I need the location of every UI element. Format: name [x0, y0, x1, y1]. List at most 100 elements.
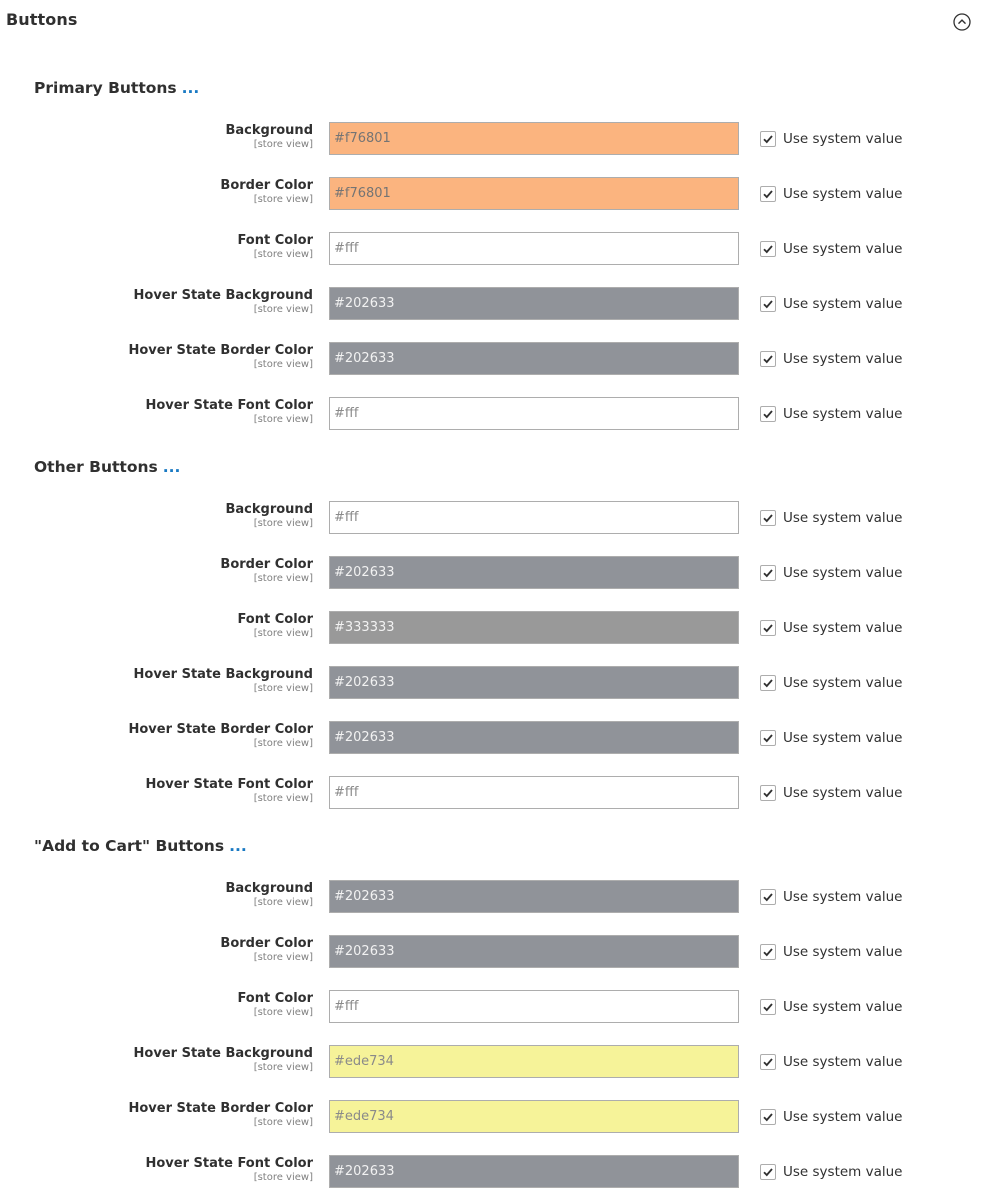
field-label-wrap: Border Color [store view]	[220, 935, 313, 964]
field-row: Hover State Background[store view] Use sy…	[0, 1045, 988, 1079]
use-system-value-label: Use system value	[783, 565, 903, 581]
field-label: Hover State Border Color	[128, 1101, 313, 1116]
collapse-section-button[interactable]	[953, 13, 971, 31]
section-title: Buttons	[6, 10, 78, 29]
color-input[interactable]	[329, 721, 739, 754]
color-input[interactable]	[329, 232, 739, 265]
use-system-value-label: Use system value	[783, 889, 903, 905]
group-expand-link[interactable]: ...	[181, 79, 200, 97]
field-row: Border Color[store view] Use system value	[0, 177, 988, 211]
group-title: "Add to Cart" Buttons...	[34, 837, 247, 855]
color-input[interactable]	[329, 611, 739, 644]
checkmark-icon	[763, 734, 773, 743]
field-label-wrap: Border Color [store view]	[220, 556, 313, 585]
field-label: Hover State Font Color	[145, 398, 314, 413]
color-input[interactable]	[329, 935, 739, 968]
field-label: Font Color	[237, 612, 313, 627]
use-system-value-checkbox[interactable]	[760, 186, 776, 202]
field-scope: [store view]	[253, 683, 313, 694]
use-system-value-label: Use system value	[783, 999, 903, 1015]
color-input[interactable]	[329, 397, 739, 430]
color-input[interactable]	[329, 666, 739, 699]
use-system-value-checkbox[interactable]	[760, 620, 776, 636]
use-system-value-checkbox[interactable]	[760, 1054, 776, 1070]
use-system-value-checkbox[interactable]	[760, 1164, 776, 1180]
group-title-text: Other Buttons	[34, 458, 158, 476]
field-label-wrap: Hover State Font Color [store view]	[146, 397, 314, 426]
field-label-wrap: Font Color [store view]	[237, 611, 313, 640]
field-row: Hover State Border Color[store view] Use …	[0, 1100, 988, 1134]
field-row: Border Color[store view] Use system value	[0, 556, 988, 590]
field-label-wrap: Background [store view]	[226, 880, 314, 909]
use-system-value-label: Use system value	[783, 1054, 903, 1070]
field-label-wrap: Hover State Background [store view]	[134, 287, 313, 316]
group-expand-link[interactable]: ...	[162, 458, 181, 476]
checkmark-icon	[763, 300, 773, 309]
field-label-wrap: Font Color [store view]	[237, 232, 313, 261]
checkmark-icon	[763, 355, 773, 364]
group-title: Primary Buttons...	[34, 79, 199, 97]
use-system-value-checkbox[interactable]	[760, 675, 776, 691]
field-label-wrap: Hover State Background [store view]	[134, 666, 313, 695]
field-label-wrap: Hover State Background [store view]	[134, 1045, 313, 1074]
field-row: Hover State Background[store view] Use sy…	[0, 287, 988, 321]
use-system-value-checkbox[interactable]	[760, 1109, 776, 1125]
field-label: Hover State Background	[133, 1046, 313, 1061]
use-system-value-checkbox[interactable]	[760, 889, 776, 905]
field-scope: [store view]	[253, 1062, 313, 1073]
color-input[interactable]	[329, 1045, 739, 1078]
field-label-wrap: Hover State Font Color [store view]	[146, 1155, 314, 1184]
checkmark-icon	[763, 624, 773, 633]
checkmark-icon	[763, 1003, 773, 1012]
checkmark-icon	[763, 893, 773, 902]
checkmark-icon	[763, 1058, 773, 1067]
use-system-value-checkbox[interactable]	[760, 510, 776, 526]
color-input[interactable]	[329, 1100, 739, 1133]
color-input[interactable]	[329, 287, 739, 320]
use-system-value-checkbox[interactable]	[760, 999, 776, 1015]
field-scope: [store view]	[253, 249, 313, 260]
group-expand-link[interactable]: ...	[229, 837, 247, 855]
field-row: Hover State Background[store view] Use sy…	[0, 666, 988, 700]
checkmark-icon	[763, 514, 773, 523]
use-system-value-checkbox[interactable]	[760, 944, 776, 960]
checkmark-icon	[763, 1113, 773, 1122]
color-input[interactable]	[329, 990, 739, 1023]
field-label-wrap: Hover State Font Color [store view]	[146, 776, 314, 805]
field-label-wrap: Background [store view]	[226, 122, 314, 151]
use-system-value-checkbox[interactable]	[760, 296, 776, 312]
use-system-value-checkbox[interactable]	[760, 730, 776, 746]
color-input[interactable]	[329, 776, 739, 809]
field-label: Hover State Background	[133, 288, 313, 303]
color-input[interactable]	[329, 501, 739, 534]
group-title-text: Primary Buttons	[34, 79, 177, 97]
field-label: Border Color	[220, 178, 313, 193]
checkmark-icon	[763, 569, 773, 578]
color-input[interactable]	[329, 1155, 739, 1188]
field-row: Font Color[store view] Use system value	[0, 990, 988, 1024]
use-system-value-checkbox[interactable]	[760, 241, 776, 257]
color-input[interactable]	[329, 342, 739, 375]
color-input[interactable]	[329, 556, 739, 589]
color-input[interactable]	[329, 122, 739, 155]
use-system-value-checkbox[interactable]	[760, 406, 776, 422]
color-input[interactable]	[329, 880, 739, 913]
use-system-value-checkbox[interactable]	[760, 351, 776, 367]
use-system-value-checkbox[interactable]	[760, 565, 776, 581]
field-row: Background[store view] Use system value	[0, 501, 988, 535]
color-input[interactable]	[329, 177, 739, 210]
field-label: Font Color	[237, 233, 313, 248]
use-system-value-label: Use system value	[783, 351, 903, 367]
use-system-value-label: Use system value	[783, 241, 903, 257]
use-system-value-label: Use system value	[783, 510, 903, 526]
checkmark-icon	[763, 190, 773, 199]
field-row: Hover State Font Color[store view] Use sy…	[0, 1155, 988, 1189]
use-system-value-label: Use system value	[783, 1164, 903, 1180]
checkmark-icon	[763, 679, 773, 688]
use-system-value-checkbox[interactable]	[760, 785, 776, 801]
checkmark-icon	[763, 948, 773, 957]
field-label: Background	[225, 881, 314, 896]
field-scope: [store view]	[253, 414, 313, 425]
use-system-value-checkbox[interactable]	[760, 131, 776, 147]
chevron-up-circle-icon	[953, 13, 971, 31]
